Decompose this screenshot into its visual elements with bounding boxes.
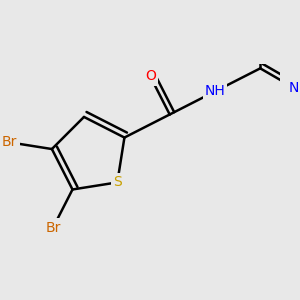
Text: Br: Br bbox=[45, 220, 61, 235]
Text: S: S bbox=[113, 176, 122, 189]
Text: Br: Br bbox=[2, 135, 17, 149]
Text: O: O bbox=[145, 70, 156, 83]
Text: NH: NH bbox=[205, 84, 225, 98]
Text: N: N bbox=[289, 81, 299, 95]
